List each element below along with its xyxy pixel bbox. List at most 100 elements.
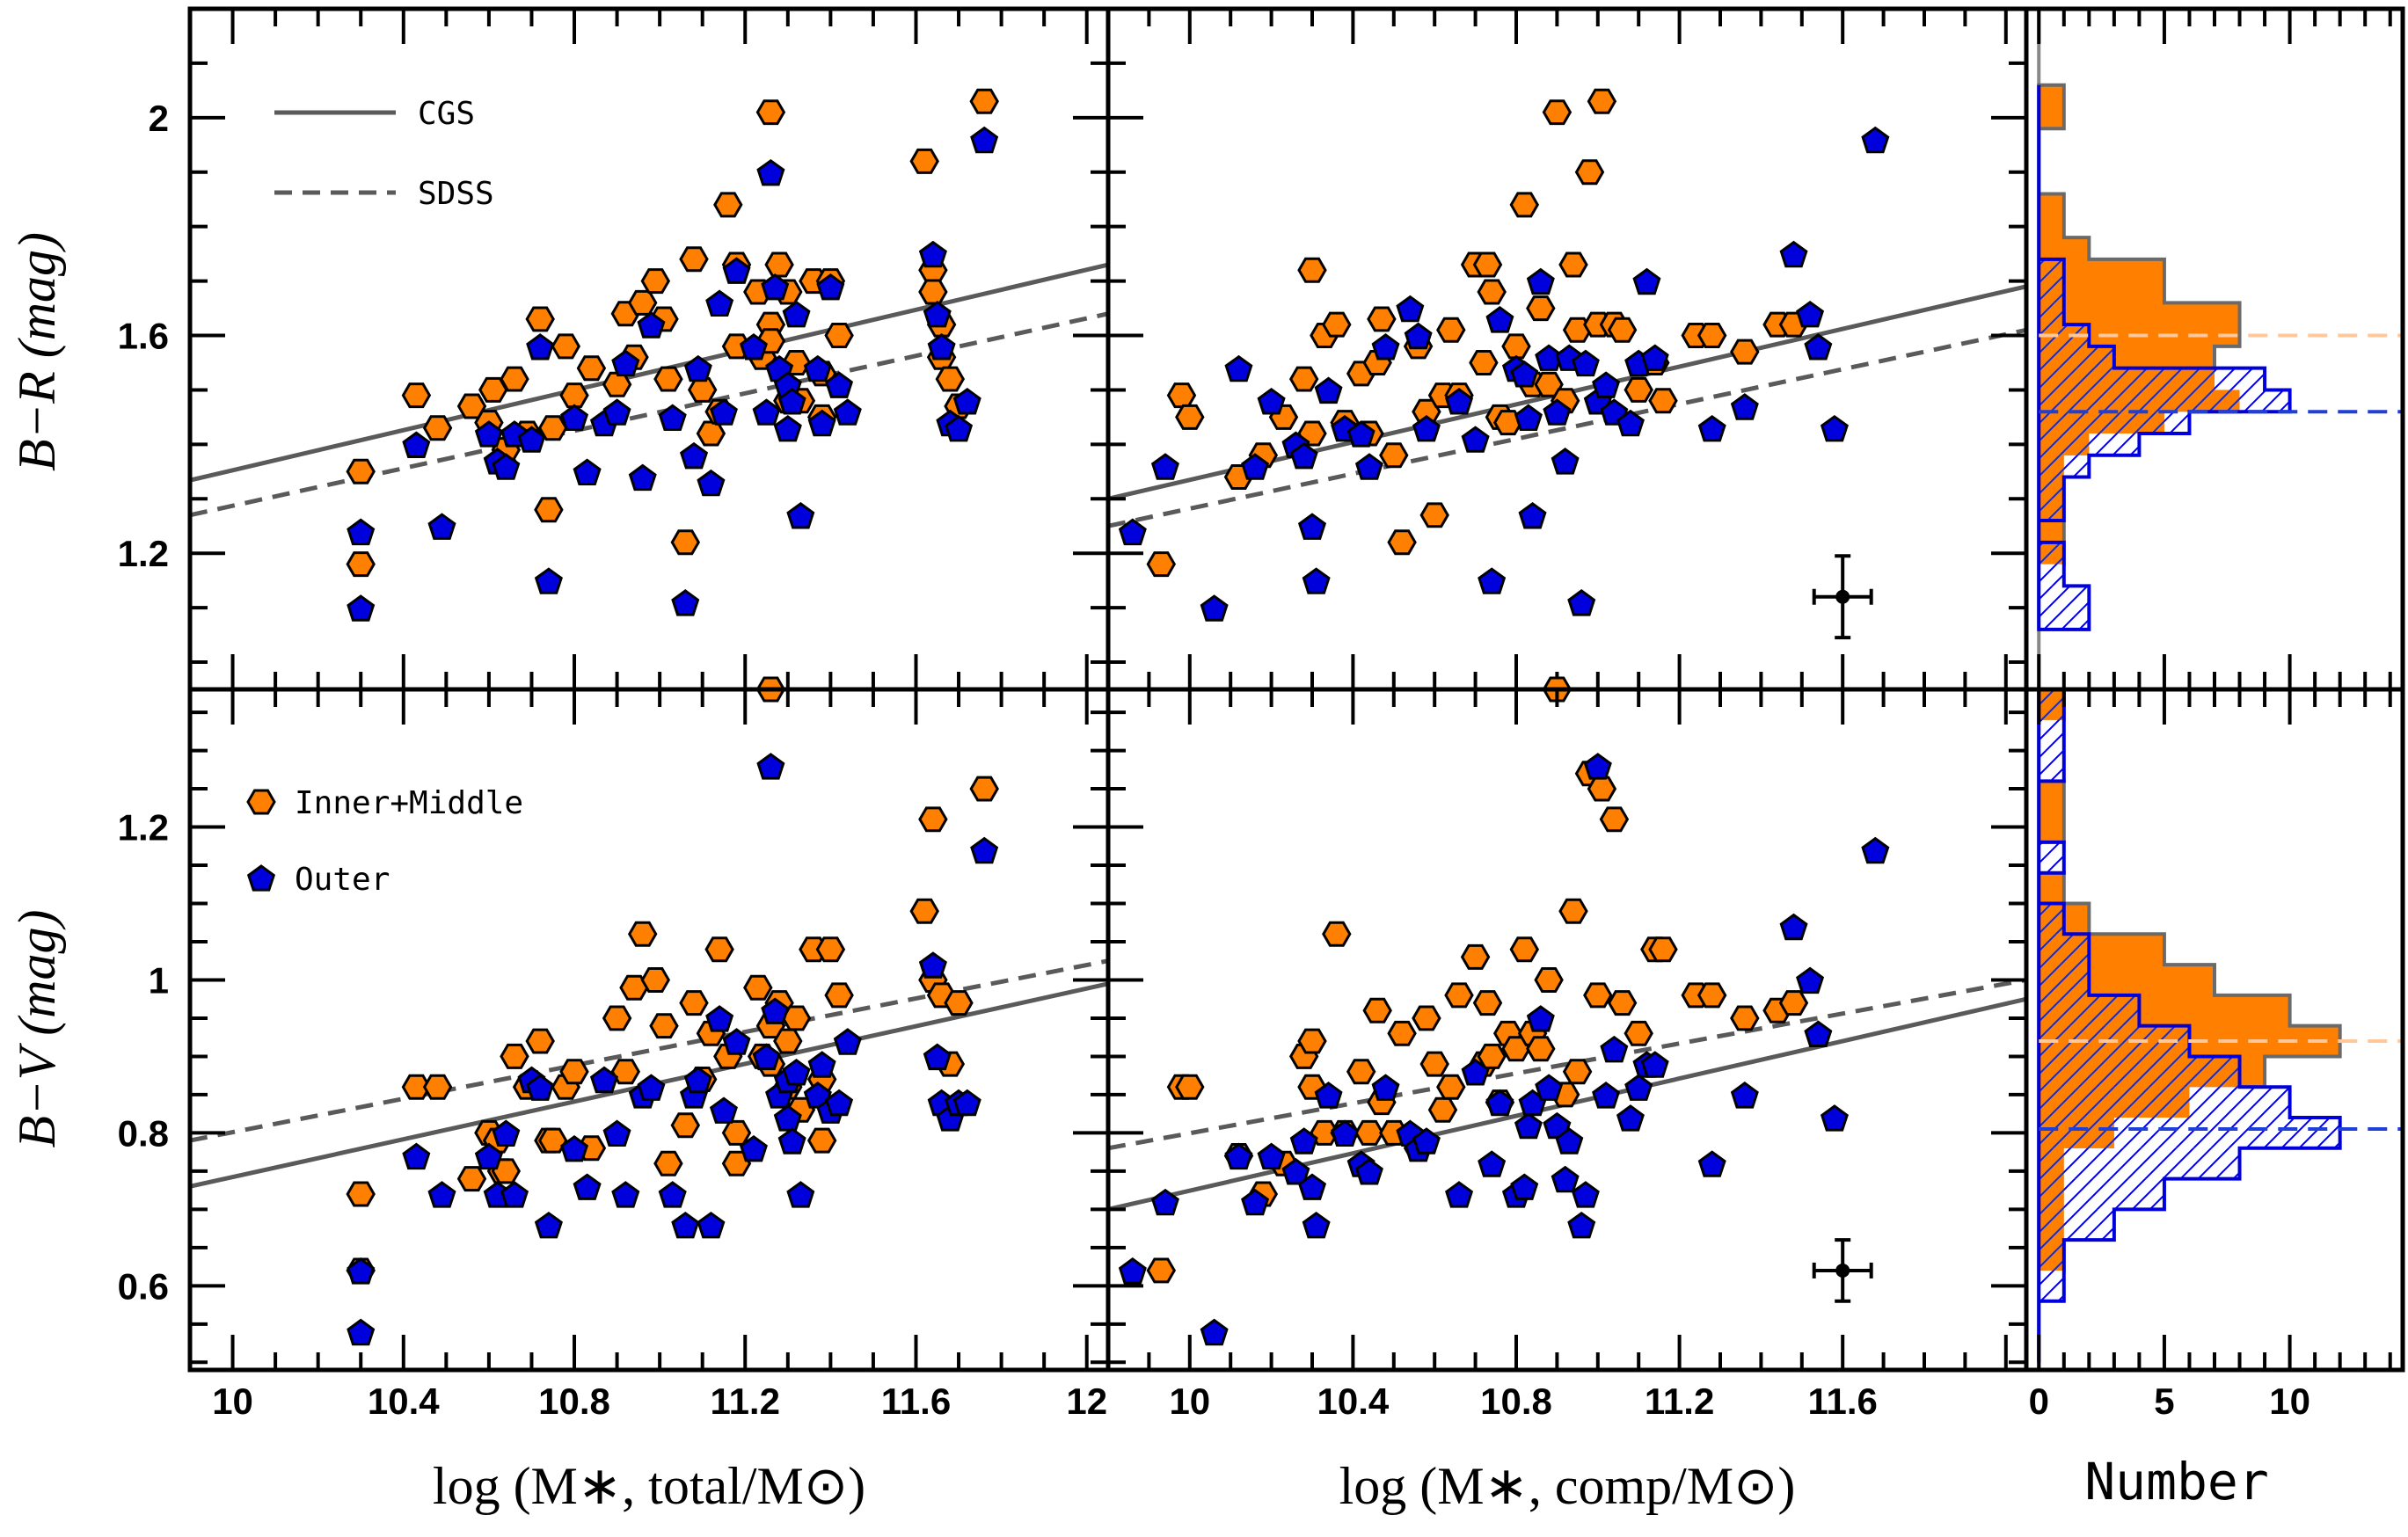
outer-point xyxy=(752,1043,781,1071)
histogram-outer-outline xyxy=(2037,84,2292,631)
outer-point xyxy=(347,594,376,622)
outer-point xyxy=(970,126,999,154)
inner-middle-point xyxy=(640,268,671,295)
inner-middle-point xyxy=(1607,317,1638,343)
y-tick-label: 0.8 xyxy=(118,1112,169,1154)
outer-point xyxy=(1592,1082,1621,1109)
y-tick-label: 1 xyxy=(149,959,169,1001)
outer-point xyxy=(1297,513,1327,540)
inner-middle-point xyxy=(670,529,701,556)
histogram-top-right xyxy=(2037,9,2403,689)
inner-middle-point xyxy=(969,88,999,114)
inner-middle-point xyxy=(713,192,743,218)
legend-outer-marker xyxy=(246,864,276,892)
inner-middle-point xyxy=(755,99,786,126)
outer-point xyxy=(1224,354,1253,382)
outer-point xyxy=(825,371,854,398)
inner-middle-point xyxy=(649,1013,679,1039)
outer-point xyxy=(1331,1119,1360,1147)
fit-lines-top-left xyxy=(189,262,1109,518)
outer-point xyxy=(1592,371,1621,398)
outer-point xyxy=(560,404,589,431)
markers-bottom-left xyxy=(346,676,999,1346)
outer-point xyxy=(1779,240,1808,268)
fit-lines-bottom-left xyxy=(189,958,1109,1189)
inner-middle-point xyxy=(1367,306,1397,332)
legend-pentagon-shape xyxy=(246,864,276,892)
panel-top-right xyxy=(2024,6,2405,692)
outer-point xyxy=(1571,1181,1600,1208)
outer-point xyxy=(1697,1150,1726,1177)
outer-point xyxy=(918,240,947,268)
outer-point xyxy=(1861,126,1890,154)
inner-middle-point xyxy=(1648,936,1678,963)
legend-sdss-label: SDSS xyxy=(418,176,494,212)
inner-middle-point xyxy=(576,355,607,382)
outer-point xyxy=(927,333,956,361)
outer-point xyxy=(952,387,981,415)
outer-point xyxy=(1796,966,1825,994)
inner-middle-point xyxy=(824,323,854,348)
inner-middle-point xyxy=(1477,1043,1507,1069)
x-tick-label: 10.8 xyxy=(1480,1380,1552,1422)
outer-point xyxy=(1257,1142,1286,1170)
outer-point xyxy=(1551,448,1580,475)
x-tick-label: 10 xyxy=(2269,1380,2310,1422)
inner-middle-point xyxy=(1346,1059,1376,1085)
outer-point xyxy=(1404,322,1433,350)
outer-point xyxy=(945,414,974,442)
inner-middle-point xyxy=(670,1112,701,1139)
y-tick-label: 1.6 xyxy=(118,316,169,357)
inner-middle-point xyxy=(525,1028,555,1054)
outer-point xyxy=(1583,753,1612,780)
inner-middle-point xyxy=(1587,776,1617,802)
inner-middle-point xyxy=(1574,159,1605,186)
inner-middle-point xyxy=(704,936,734,963)
inner-middle-point xyxy=(1175,1074,1205,1100)
outer-point xyxy=(739,1134,768,1162)
fit-line-sdss xyxy=(189,311,1109,518)
x-tick-label: 11.2 xyxy=(711,1380,780,1422)
ticks-top-right xyxy=(2037,9,2392,689)
inner-middle-point xyxy=(1146,1257,1177,1284)
fit-line-sdss xyxy=(189,958,1109,1143)
legend-lines: CGS SDSS xyxy=(274,96,494,212)
outer-point xyxy=(347,518,376,546)
outer-point xyxy=(1485,1089,1514,1117)
outer-point xyxy=(722,257,751,284)
outer-point xyxy=(1697,414,1726,442)
outer-point xyxy=(807,1051,836,1078)
x-tick-label: 11.2 xyxy=(1645,1380,1714,1422)
outer-point xyxy=(1730,1082,1759,1109)
inner-middle-point xyxy=(1354,1119,1384,1146)
outer-point xyxy=(777,1127,806,1155)
x-tick-label: 12 xyxy=(1066,1380,1107,1422)
inner-middle-point xyxy=(1460,943,1491,970)
inner-middle-point xyxy=(559,1059,589,1085)
outer-point xyxy=(1412,414,1441,442)
inner-middle-point xyxy=(401,1074,432,1100)
outer-point xyxy=(1302,1211,1331,1239)
outer-point xyxy=(825,1089,854,1117)
outer-point xyxy=(474,420,503,448)
inner-middle-point xyxy=(935,366,966,392)
outer-point xyxy=(807,409,836,437)
outer-point xyxy=(671,589,700,616)
inner-middle-point xyxy=(679,990,709,1016)
y-tick-label: 1.2 xyxy=(118,807,169,849)
y-tick-label: 1.2 xyxy=(118,533,169,574)
outer-point xyxy=(589,1066,619,1094)
outer-point xyxy=(1796,300,1825,328)
outer-point xyxy=(628,463,657,492)
legend-inner-middle-marker xyxy=(246,789,276,815)
outer-point xyxy=(347,1318,376,1346)
outer-point xyxy=(1289,1127,1318,1155)
inner-middle-point xyxy=(1297,1028,1327,1054)
outer-point xyxy=(611,1181,640,1208)
panel-bottom-right: 0 5 10 xyxy=(2024,687,2405,1422)
inner-middle-point xyxy=(1624,376,1653,403)
outer-point xyxy=(1297,1173,1327,1200)
inner-middle-point xyxy=(1322,921,1352,947)
outer-point xyxy=(697,469,726,497)
